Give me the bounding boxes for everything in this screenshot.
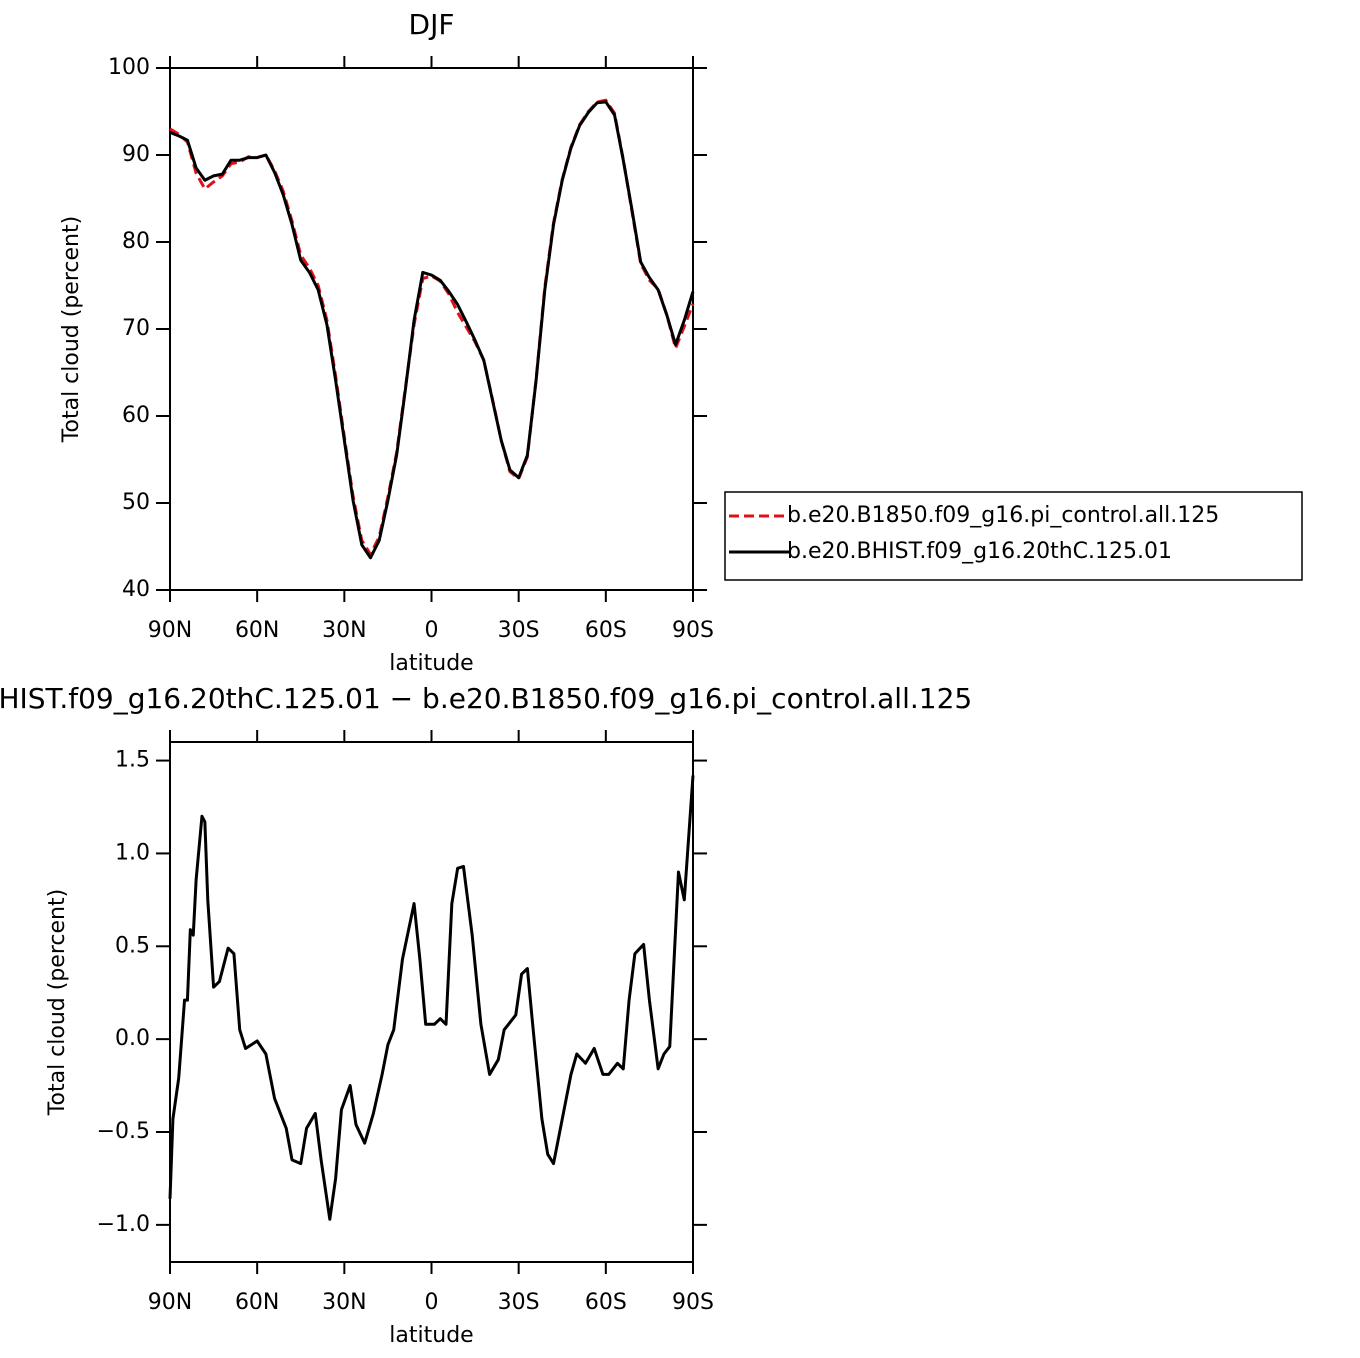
x-tick-label: 90S	[672, 1290, 714, 1315]
y-tick-label: 90	[122, 142, 150, 167]
y-tick-label: 0.0	[115, 1026, 150, 1051]
x-axis-label: latitude	[389, 1323, 473, 1348]
x-tick-label: 60N	[235, 1290, 279, 1315]
x-tick-label: 30N	[322, 1290, 366, 1315]
x-tick-label: 90N	[148, 618, 192, 643]
y-tick-label: 60	[122, 403, 150, 428]
y-axis-label: Total cloud (percent)	[45, 889, 70, 1116]
chart-title: DJF	[409, 8, 455, 41]
y-tick-label: −1.0	[97, 1212, 150, 1237]
chart-title: b.e20.BHIST.f09_g16.20thC.125.01 − b.e20…	[0, 682, 972, 715]
legend-box	[724, 491, 1303, 581]
y-tick-label: 1.5	[115, 748, 150, 773]
y-tick-label: 100	[108, 55, 150, 80]
y-tick-label: 80	[122, 229, 150, 254]
x-tick-label: 0	[425, 618, 439, 643]
y-tick-label: 0.5	[115, 933, 150, 958]
x-axis-label: latitude	[389, 651, 473, 676]
data-line	[169, 100, 695, 560]
legend-label: b.e20.BHIST.f09_g16.20thC.125.01	[787, 539, 1172, 564]
y-tick-label: 40	[122, 577, 150, 602]
y-axis-label: Total cloud (percent)	[59, 216, 84, 443]
x-tick-label: 90S	[672, 618, 714, 643]
y-tick-label: 1.0	[115, 840, 150, 865]
x-tick-label: 30S	[498, 1290, 540, 1315]
x-tick-label: 60S	[585, 1290, 627, 1315]
x-tick-label: 30S	[498, 618, 540, 643]
legend-label: b.e20.B1850.f09_g16.pi_control.all.125	[787, 503, 1219, 528]
data-line	[168, 775, 695, 1221]
x-tick-label: 0	[425, 1290, 439, 1315]
y-tick-label: 50	[122, 490, 150, 515]
plot-frame	[169, 741, 694, 1263]
x-tick-label: 60S	[585, 618, 627, 643]
x-tick-label: 60N	[235, 618, 279, 643]
plot-frame	[169, 67, 694, 591]
y-tick-label: 70	[122, 316, 150, 341]
data-line	[169, 98, 695, 556]
y-tick-label: −0.5	[97, 1119, 150, 1144]
x-tick-label: 30N	[322, 618, 366, 643]
x-tick-label: 90N	[148, 1290, 192, 1315]
